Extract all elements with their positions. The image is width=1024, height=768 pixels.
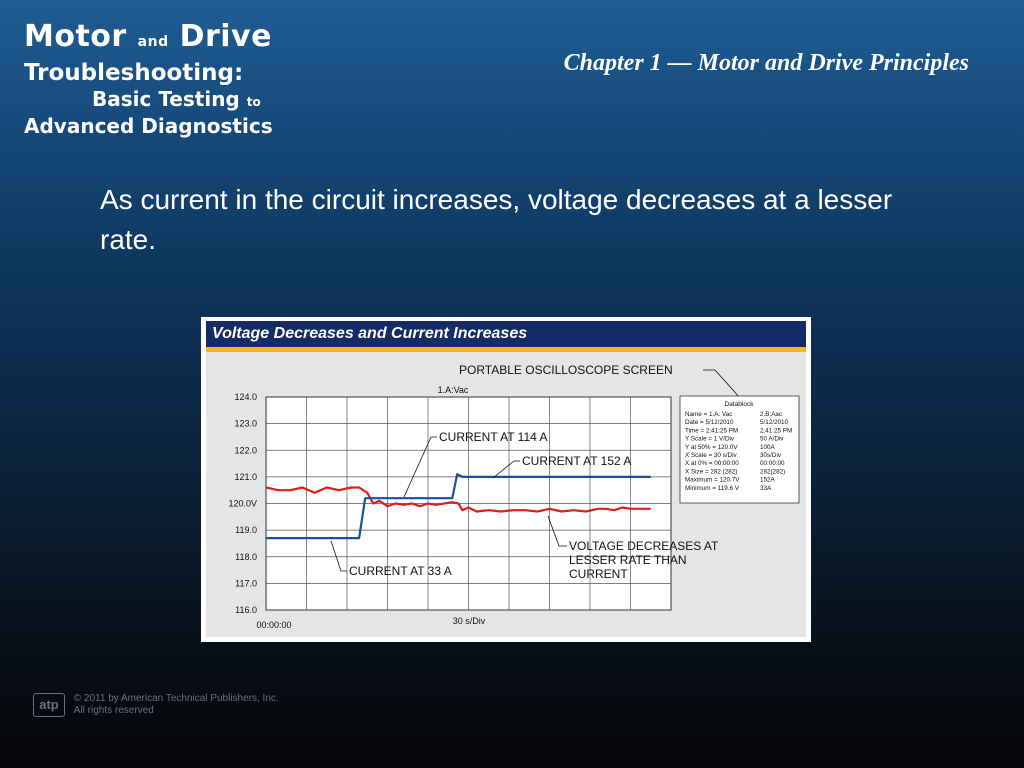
datablock-cell-ch2: 2.B:Aac xyxy=(760,411,782,418)
datablock-rows: Name = 1.A: Vac 2.B:Aac Date = 5/12/2010 5/… xyxy=(685,411,792,492)
chart-series xyxy=(265,473,651,540)
y-tick-label: 117.0 xyxy=(235,578,257,588)
datablock-cell-ch1: Time = 2:41:25 PM xyxy=(685,427,738,434)
datablock-box xyxy=(679,395,800,504)
datablock-cell-ch2: 100A xyxy=(760,444,776,451)
slide-body-text: As current in the circuit increases, vol… xyxy=(100,184,893,255)
annotation-voltage-leader xyxy=(547,515,567,547)
datablock-cell-ch1: X Scale = 30 s/Div xyxy=(685,452,737,459)
figure-header: Voltage Decreases and Current Increases xyxy=(206,321,806,347)
series-line-voltage xyxy=(265,486,651,513)
logo-word-basic-testing: Basic Testing xyxy=(92,87,240,111)
channel-label: 1.A:Vac xyxy=(438,385,469,395)
datablock-cell-ch1: Minimum = 119.6 V xyxy=(685,485,740,492)
logo-line-2: Troubleshooting: xyxy=(24,60,244,86)
figure: Voltage Decreases and Current Increases … xyxy=(201,317,811,642)
datablock-cell-ch1: Y Scale = 1 V/Div xyxy=(685,436,735,443)
annotation-voltage-line-3: CURRENT xyxy=(569,567,628,581)
annotation-current-114-leader xyxy=(403,436,437,498)
annotation-current-152: CURRENT AT 152 A xyxy=(522,454,631,468)
atp-logo: atp xyxy=(33,693,65,717)
y-tick-label: 123.0 xyxy=(234,419,257,429)
logo-word-motor: Motor xyxy=(24,19,127,54)
y-tick-label: 116.0 xyxy=(235,605,257,615)
y-tick-labels: 124.0 123.0 122.0 121.0 120.0V 119.0 118.0 117.… xyxy=(228,392,257,615)
datablock-cell-ch2: 33A xyxy=(760,485,772,492)
datablock-cell-ch1: Y at 50% = 120.0V xyxy=(685,444,738,451)
datablock-cell-ch2: 282(282) xyxy=(760,468,785,475)
chart-grid xyxy=(266,397,671,610)
y-tick-label: 124.0 xyxy=(234,392,257,402)
annotation-voltage-line-2: LESSER RATE THAN xyxy=(569,553,687,567)
datablock-cell-ch1: X at 0% = 00:00:00 xyxy=(685,460,739,467)
annotation-current-33: CURRENT AT 33 A xyxy=(349,564,452,578)
y-tick-label: 122.0 xyxy=(234,445,257,455)
annotation-current-152-leader xyxy=(492,460,520,479)
logo-word-drive: Drive xyxy=(179,19,272,54)
datablock-cell-ch2: 2:41:25 PM xyxy=(760,427,792,434)
screen-label: PORTABLE OSCILLOSCOPE SCREEN xyxy=(459,363,673,377)
datablock-cell-ch2: 5/12/2010 xyxy=(760,419,789,426)
x-start-label: 00:00:00 xyxy=(256,620,291,630)
series-line-current xyxy=(266,473,651,540)
datablock-cell-ch2: 50 A/Div xyxy=(760,436,784,443)
x-scale-label: 30 s/Div xyxy=(453,616,486,626)
book-logo: Motor and Drive Troubleshooting: Basic T… xyxy=(24,20,286,139)
datablock-cell-ch1: Name = 1.A: Vac xyxy=(685,411,732,418)
y-tick-label: 120.0V xyxy=(228,499,257,509)
oscilloscope-chart: 124.0 123.0 122.0 121.0 120.0V 119.0 118.0 117.… xyxy=(228,363,800,630)
datablock-title: Datablock xyxy=(725,401,755,408)
screen-label-leader xyxy=(703,369,742,400)
datablock-cell-ch2: 152A xyxy=(760,477,776,484)
datablock-cell-ch1: X Size = 282 (282) xyxy=(685,468,737,475)
copyright-footer: atp © 2011 by American Technical Publish… xyxy=(33,693,279,717)
annotation-voltage-line-1: VOLTAGE DECREASES AT xyxy=(569,539,719,553)
figure-header-stripe xyxy=(206,347,806,352)
y-tick-label: 119.0 xyxy=(235,525,257,535)
logo-line-4: Advanced Diagnostics xyxy=(24,114,273,138)
datablock-cell-ch1: Maximum = 120.7V xyxy=(685,477,740,484)
datablock: Datablock Name = 1.A: Vac 2.B:Aac Date = 5… xyxy=(679,395,800,504)
logo-word-to: to xyxy=(246,95,261,109)
annotation-current-114: CURRENT AT 114 A xyxy=(439,430,548,444)
datablock-cell-ch2: 30s/Div xyxy=(760,452,782,459)
chapter-title: Chapter 1 — Motor and Drive Principles xyxy=(563,50,969,76)
logo-line-3: Basic Testing to xyxy=(24,87,286,114)
logo-line-1: Motor and Drive xyxy=(24,20,286,59)
datablock-cell-ch1: Date = 5/12/2010 xyxy=(685,419,734,426)
y-tick-label: 118.0 xyxy=(235,552,257,562)
annotation-current-33-leader xyxy=(330,540,347,572)
copyright-text: © 2011 by American Technical Publishers,… xyxy=(73,693,279,716)
y-tick-label: 121.0 xyxy=(234,472,257,482)
logo-word-and: and xyxy=(137,34,169,50)
datablock-cell-ch2: 00:00:00 xyxy=(760,460,785,467)
